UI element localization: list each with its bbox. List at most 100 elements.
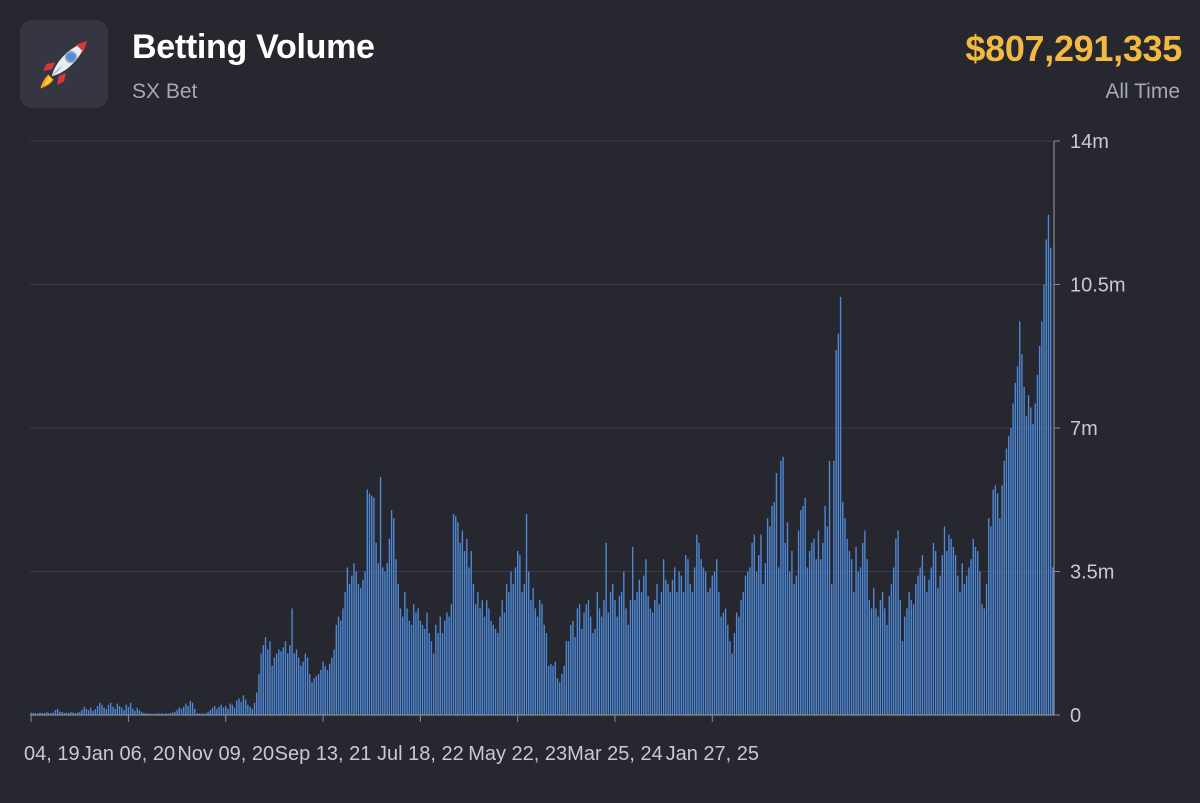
volume-bar — [687, 559, 689, 715]
volume-bar — [251, 708, 253, 715]
volume-bar — [379, 477, 382, 715]
volume-bar — [1005, 448, 1008, 715]
volume-bar — [744, 575, 747, 715]
volume-bar — [1034, 403, 1036, 715]
volume-bar — [985, 583, 988, 715]
app-icon — [20, 20, 108, 108]
volume-bar — [510, 571, 512, 715]
volume-bar — [625, 608, 627, 715]
volume-bar — [110, 702, 112, 715]
volume-bar — [468, 567, 470, 715]
volume-bar — [253, 702, 256, 715]
volume-bar — [87, 710, 90, 715]
volume-bar — [720, 616, 722, 715]
volume-bar — [965, 575, 968, 715]
volume-bar — [205, 713, 207, 715]
volume-bar — [609, 592, 612, 715]
volume-bar — [811, 542, 813, 715]
volume-bar — [603, 600, 605, 715]
volume-bar — [848, 551, 851, 715]
volume-bar — [373, 497, 375, 715]
volume-bar — [850, 559, 853, 715]
volume-bar — [90, 707, 92, 715]
volume-bar — [439, 616, 441, 715]
volume-bar — [709, 587, 711, 715]
volume-bar — [328, 663, 331, 715]
volume-bar — [656, 583, 658, 715]
volume-bar — [216, 708, 218, 715]
volume-bar — [895, 538, 897, 715]
volume-bar — [873, 587, 875, 715]
volume-bar — [859, 567, 862, 715]
chart-title: Betting Volume — [132, 28, 375, 66]
volume-bar — [844, 518, 846, 715]
volume-bar — [574, 637, 576, 715]
volume-bar — [242, 695, 245, 715]
volume-bar — [665, 579, 667, 715]
volume-bar — [220, 704, 222, 715]
volume-bar — [972, 538, 974, 715]
volume-bar — [211, 707, 214, 715]
volume-bar — [662, 559, 665, 715]
volume-bar — [43, 712, 46, 715]
volume-bar — [236, 700, 238, 715]
volume-bar — [886, 624, 888, 715]
volume-bar — [1036, 374, 1039, 715]
volume-bar — [505, 583, 508, 715]
volume-bar — [946, 551, 948, 715]
volume-bar — [34, 712, 37, 715]
volume-bar — [784, 542, 786, 715]
volume-bar — [388, 538, 391, 715]
volume-bar — [536, 616, 539, 715]
volume-bar — [853, 592, 855, 715]
volume-bar — [286, 653, 289, 715]
volume-bar — [494, 628, 497, 715]
volume-bar — [444, 620, 446, 715]
volume-bar — [169, 712, 172, 715]
volume-bar — [37, 713, 39, 715]
volume-bar — [152, 713, 154, 715]
volume-bar — [178, 707, 180, 715]
volume-bar — [368, 493, 371, 715]
volume-bar — [616, 616, 618, 715]
volume-bar — [764, 563, 767, 715]
volume-bar — [908, 592, 910, 715]
volume-bar — [65, 712, 68, 715]
volume-bar — [54, 710, 57, 715]
volume-bar — [601, 616, 603, 715]
volume-bar — [72, 712, 74, 715]
volume-bar — [1010, 428, 1012, 715]
volume-bar — [351, 575, 353, 715]
volume-bar — [682, 592, 685, 715]
volume-bar — [1007, 436, 1010, 715]
volume-bar — [561, 674, 563, 715]
volume-bar — [421, 624, 424, 715]
volume-bar — [404, 592, 406, 715]
volume-bar — [789, 571, 791, 715]
volume-bar — [76, 712, 79, 715]
volume-bar — [353, 563, 355, 715]
volume-bar — [930, 567, 932, 715]
volume-bar — [302, 661, 304, 715]
volume-bar — [857, 571, 859, 715]
volume-bar — [678, 571, 680, 715]
volume-bar — [103, 707, 105, 715]
volume-bar — [585, 604, 587, 715]
volume-bar — [541, 604, 543, 715]
volume-bar — [707, 592, 709, 715]
volume-bar — [185, 703, 187, 715]
chart-subtitle: SX Bet — [132, 80, 198, 103]
x-tick-label: Jul 18, 22 — [377, 743, 464, 765]
volume-bar — [309, 674, 311, 715]
x-tick-label: Mar 25, 24 — [567, 743, 663, 765]
volume-bar — [508, 592, 510, 715]
y-tick-label: 3.5m — [1070, 562, 1114, 584]
volume-bar — [831, 583, 833, 715]
volume-bar — [441, 633, 444, 715]
volume-bar — [738, 616, 740, 715]
volume-bar — [1027, 395, 1030, 715]
volume-bar — [340, 620, 342, 715]
volume-bar — [970, 559, 972, 715]
volume-bar — [61, 712, 63, 715]
volume-bar — [247, 704, 249, 715]
